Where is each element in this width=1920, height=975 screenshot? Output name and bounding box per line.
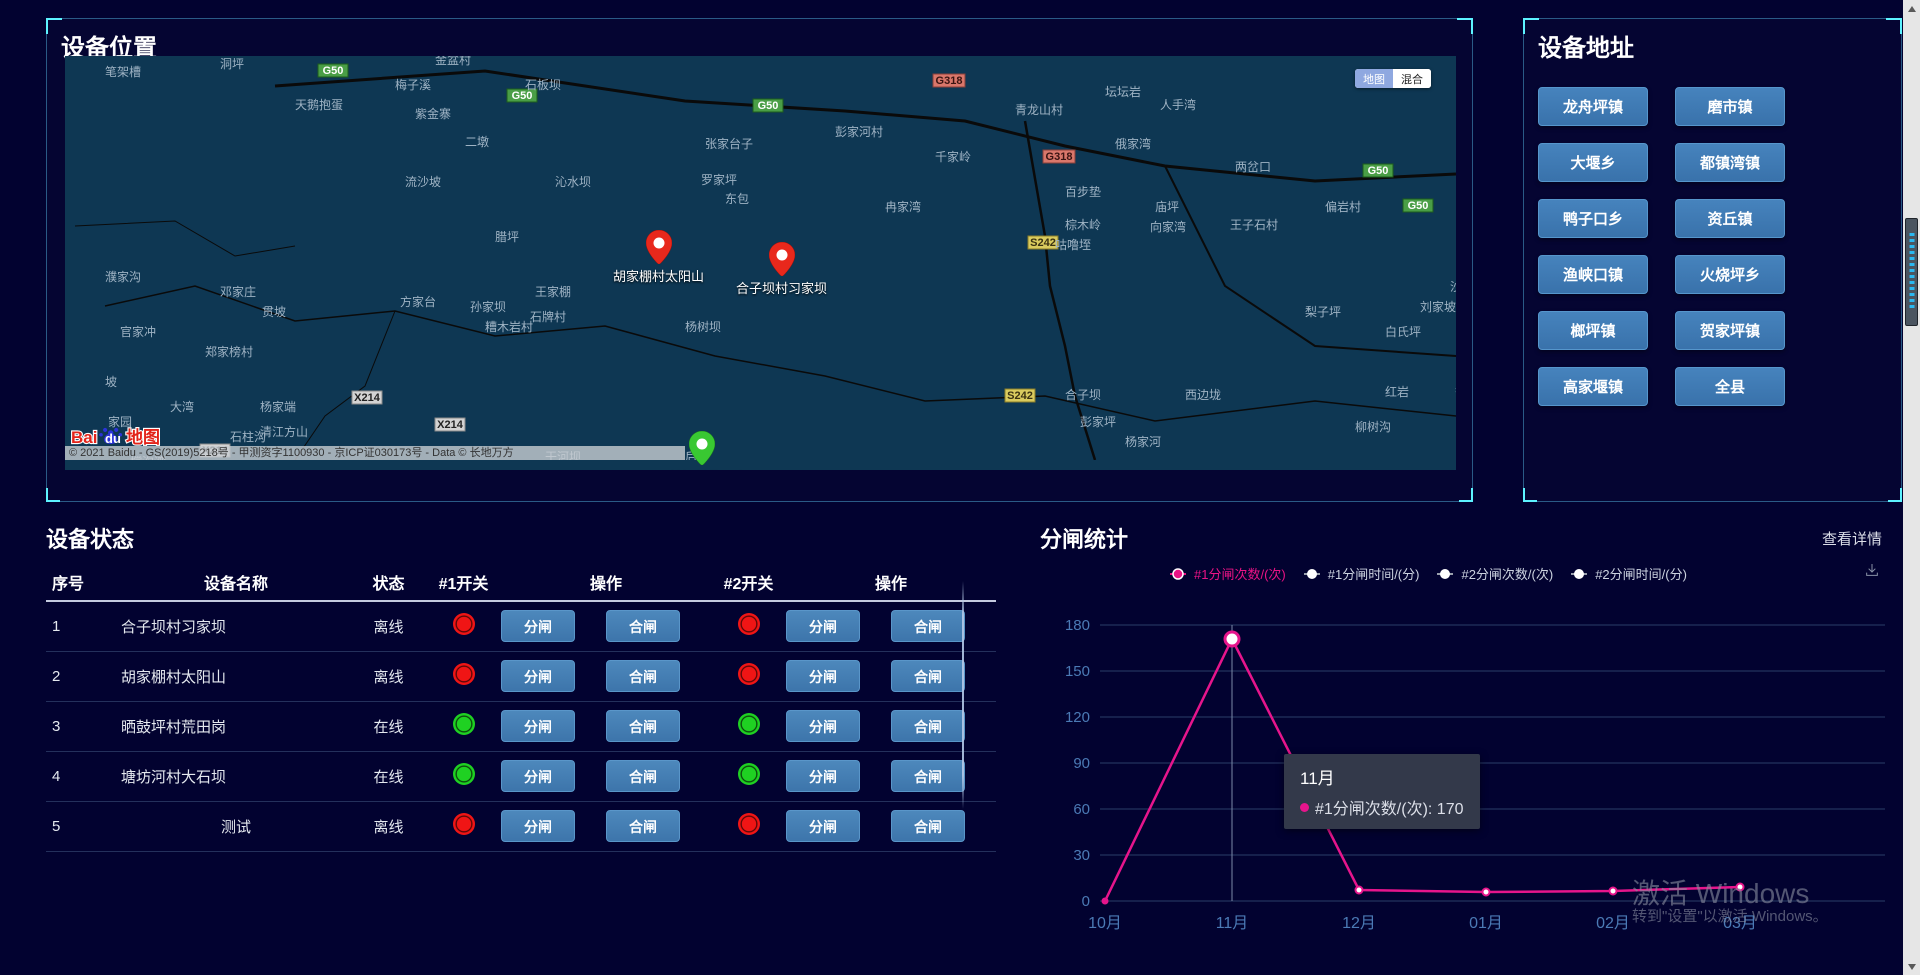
svg-text:冉家湾: 冉家湾 [885, 199, 921, 214]
svg-text:咕噜垤: 咕噜垤 [1055, 237, 1091, 252]
svg-text:石柱沟: 石柱沟 [230, 429, 266, 444]
svg-text:石板坝: 石板坝 [525, 78, 561, 92]
svg-text:彭家河村: 彭家河村 [835, 124, 883, 139]
svg-text:俄家湾: 俄家湾 [1115, 136, 1151, 151]
svg-text:津洋口村: 津洋口村 [985, 459, 1033, 460]
svg-text:杨树坝: 杨树坝 [685, 319, 721, 334]
svg-text:王子石村: 王子石村 [1230, 218, 1278, 232]
svg-text:彭家坪: 彭家坪 [1080, 414, 1116, 429]
svg-text:千家岭: 千家岭 [935, 149, 971, 164]
svg-text:濮家沟: 濮家沟 [105, 269, 141, 284]
svg-text:30: 30 [1073, 847, 1090, 864]
svg-text:百步垫: 百步垫 [1065, 184, 1101, 199]
svg-text:G50: G50 [758, 100, 779, 112]
svg-text:天鹅抱蛋: 天鹅抱蛋 [295, 97, 343, 112]
svg-text:紫金寨: 紫金寨 [415, 106, 451, 121]
svg-text:人手湾: 人手湾 [1160, 97, 1196, 112]
svg-text:白氏坪: 白氏坪 [1385, 324, 1421, 339]
svg-text:X214: X214 [354, 392, 381, 404]
svg-text:方家台: 方家台 [400, 294, 436, 309]
svg-text:Bai: Bai [71, 428, 97, 447]
svg-text:棕木岭: 棕木岭 [1065, 217, 1101, 232]
svg-text:贯坡: 贯坡 [262, 305, 286, 319]
svg-text:梅子溪: 梅子溪 [395, 77, 431, 92]
svg-text:60: 60 [1073, 801, 1090, 818]
svg-text:庙坪: 庙坪 [1155, 200, 1179, 214]
svg-text:11月: 11月 [1216, 915, 1249, 932]
svg-text:02月: 02月 [1596, 915, 1630, 932]
svg-text:笔架槽: 笔架槽 [105, 64, 141, 79]
svg-text:沁水坝: 沁水坝 [555, 175, 591, 189]
svg-text:120: 120 [1065, 709, 1090, 726]
svg-text:柳树沟: 柳树沟 [1355, 419, 1391, 434]
svg-text:罗家坪: 罗家坪 [701, 172, 737, 187]
svg-text:01月: 01月 [1469, 915, 1503, 932]
svg-text:二墩: 二墩 [465, 135, 489, 149]
svg-text:G318: G318 [1046, 151, 1073, 163]
svg-text:坡: 坡 [105, 375, 117, 389]
svg-text:du: du [105, 431, 121, 446]
svg-text:青龙山村: 青龙山村 [1015, 103, 1063, 117]
svg-text:流沙坡: 流沙坡 [405, 175, 441, 189]
svg-text:12月: 12月 [1342, 915, 1376, 932]
svg-text:糟木岩村: 糟木岩村 [485, 319, 533, 334]
svg-text:吴家塆: 吴家塆 [1455, 379, 1456, 394]
svg-text:坛坛岩: 坛坛岩 [1105, 84, 1141, 99]
svg-text:向家湾: 向家湾 [1150, 219, 1186, 234]
svg-text:王家棚: 王家棚 [535, 284, 571, 299]
svg-text:10月: 10月 [1088, 915, 1122, 932]
svg-text:大湾: 大湾 [170, 399, 194, 414]
svg-text:红岩: 红岩 [1385, 384, 1409, 399]
svg-text:石牌村: 石牌村 [530, 310, 566, 324]
svg-text:G50: G50 [323, 65, 344, 77]
svg-text:S242: S242 [1030, 237, 1056, 249]
svg-text:郑家榜村: 郑家榜村 [205, 344, 253, 359]
svg-text:洞坪: 洞坪 [220, 57, 244, 71]
svg-text:邓家庄: 邓家庄 [220, 284, 256, 299]
svg-text:金盆村: 金盆村 [435, 56, 471, 67]
svg-text:杨家端: 杨家端 [260, 399, 296, 414]
svg-text:偏岩村: 偏岩村 [1325, 199, 1361, 214]
svg-text:官家冲: 官家冲 [120, 324, 156, 339]
svg-text:杨家河: 杨家河 [1125, 434, 1161, 449]
svg-text:东包: 东包 [725, 192, 749, 206]
svg-text:0: 0 [1082, 893, 1090, 910]
svg-text:180: 180 [1065, 617, 1090, 634]
svg-text:合子坝: 合子坝 [1065, 387, 1101, 402]
svg-text:X214: X214 [437, 419, 464, 431]
svg-text:孙家坝: 孙家坝 [470, 299, 506, 314]
svg-text:G318: G318 [936, 75, 963, 87]
svg-text:梨子坪: 梨子坪 [1305, 305, 1341, 319]
svg-text:沙湾: 沙湾 [1450, 279, 1456, 294]
svg-text:G50: G50 [1368, 165, 1389, 177]
svg-text:90: 90 [1073, 755, 1090, 772]
svg-text:刘家坡: 刘家坡 [1420, 299, 1456, 314]
svg-text:两岔口: 两岔口 [1235, 160, 1271, 174]
svg-text:150: 150 [1065, 663, 1090, 680]
svg-text:腊坪: 腊坪 [495, 230, 519, 244]
svg-text:S242: S242 [1007, 390, 1033, 402]
svg-text:地图: 地图 [126, 427, 160, 447]
svg-text:张家台子: 张家台子 [705, 136, 753, 151]
svg-text:西边垅: 西边垅 [1185, 388, 1221, 402]
svg-text:清江方山: 清江方山 [260, 424, 308, 439]
svg-text:G50: G50 [1408, 200, 1429, 212]
